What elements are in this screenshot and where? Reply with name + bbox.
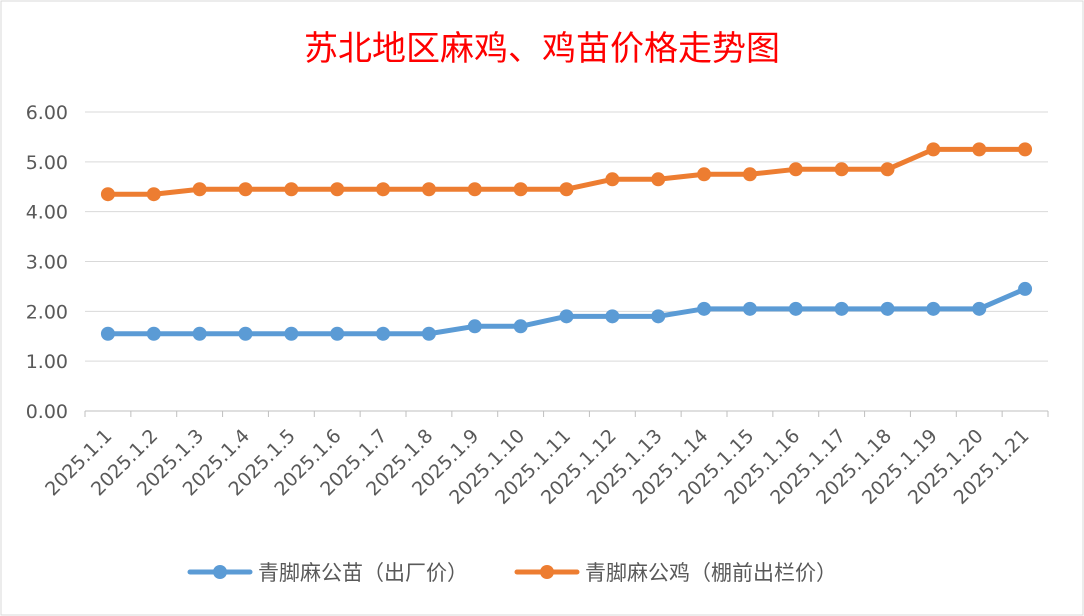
data-point bbox=[926, 301, 941, 316]
data-point bbox=[559, 309, 574, 324]
y-tick-label: 3.00 bbox=[26, 252, 68, 274]
data-point bbox=[742, 301, 757, 316]
data-point bbox=[421, 326, 436, 341]
data-point bbox=[559, 182, 574, 197]
data-point bbox=[697, 167, 712, 182]
data-point bbox=[742, 167, 757, 182]
data-point bbox=[238, 326, 253, 341]
data-point bbox=[880, 301, 895, 316]
data-point bbox=[100, 187, 115, 202]
data-point bbox=[376, 326, 391, 341]
data-point bbox=[926, 142, 941, 157]
data-point bbox=[284, 326, 299, 341]
data-point bbox=[467, 319, 482, 334]
data-point bbox=[1018, 281, 1033, 296]
legend-label-1: 青脚麻公鸡（棚前出栏价） bbox=[585, 561, 837, 585]
y-tick-label: 5.00 bbox=[26, 152, 68, 174]
data-point bbox=[834, 301, 849, 316]
y-tick-label: 6.00 bbox=[26, 102, 68, 124]
y-tick-label: 0.00 bbox=[26, 401, 68, 423]
series-lines bbox=[100, 142, 1033, 341]
data-point bbox=[376, 182, 391, 197]
data-point bbox=[421, 182, 436, 197]
data-point bbox=[100, 326, 115, 341]
data-point bbox=[146, 326, 161, 341]
data-point bbox=[788, 301, 803, 316]
data-point bbox=[651, 309, 666, 324]
data-point bbox=[972, 142, 987, 157]
data-point bbox=[788, 162, 803, 177]
data-point bbox=[651, 172, 666, 187]
y-tick-label: 4.00 bbox=[26, 202, 68, 224]
data-point bbox=[1018, 142, 1033, 157]
legend-marker-0 bbox=[213, 565, 227, 579]
data-point bbox=[146, 187, 161, 202]
data-point bbox=[467, 182, 482, 197]
data-point bbox=[972, 301, 987, 316]
legend: 青脚麻公苗（出厂价） 青脚麻公鸡（棚前出栏价） bbox=[187, 561, 837, 585]
data-point bbox=[697, 301, 712, 316]
data-point bbox=[284, 182, 299, 197]
gridlines bbox=[85, 111, 1048, 412]
data-point bbox=[192, 182, 207, 197]
data-point bbox=[330, 326, 345, 341]
data-point bbox=[605, 309, 620, 324]
y-axis-ticks: 0.00 1.00 2.00 3.00 4.00 5.00 6.00 bbox=[26, 102, 68, 423]
y-tick-label: 1.00 bbox=[26, 351, 68, 373]
y-tick-label: 2.00 bbox=[26, 301, 68, 323]
data-point bbox=[513, 182, 528, 197]
data-point bbox=[834, 162, 849, 177]
data-point bbox=[605, 172, 620, 187]
chart-title: 苏北地区麻鸡、鸡苗价格走势图 bbox=[304, 29, 780, 69]
data-point bbox=[330, 182, 345, 197]
data-point bbox=[238, 182, 253, 197]
legend-marker-1 bbox=[540, 565, 554, 579]
data-point bbox=[513, 319, 528, 334]
legend-label-0: 青脚麻公苗（出厂价） bbox=[258, 561, 468, 585]
data-point bbox=[880, 162, 895, 177]
data-point bbox=[192, 326, 207, 341]
